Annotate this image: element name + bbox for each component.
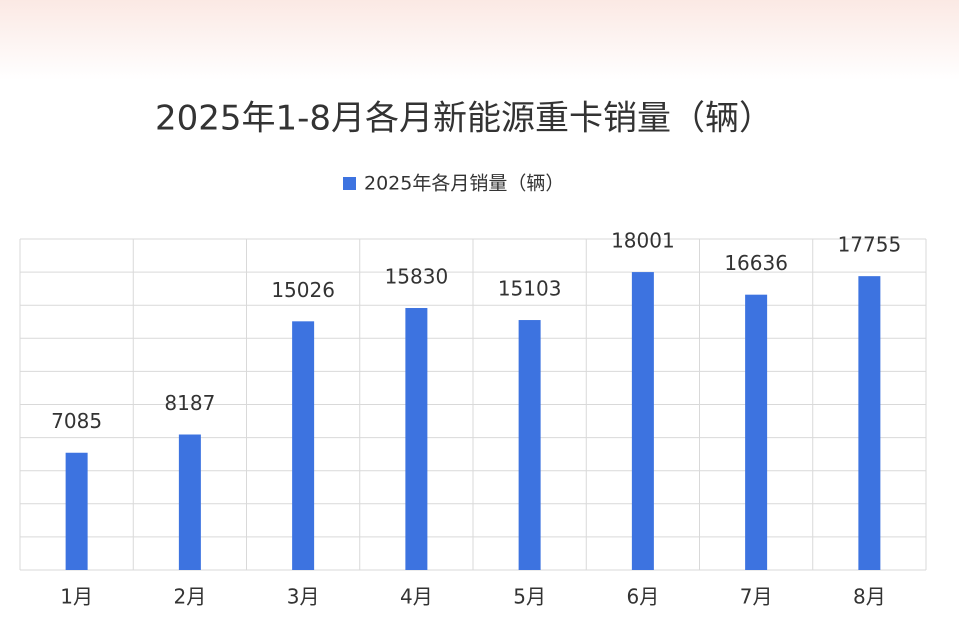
bar — [405, 308, 428, 570]
data-label: 15026 — [271, 278, 335, 302]
data-label: 8187 — [164, 391, 215, 415]
data-label: 17755 — [838, 233, 902, 257]
data-label: 7085 — [51, 409, 102, 433]
data-label: 15830 — [385, 265, 449, 289]
data-label: 18001 — [611, 229, 675, 253]
x-tick-label: 6月 — [627, 585, 660, 609]
x-tick-label: 1月 — [60, 585, 93, 609]
x-tick-label: 2月 — [174, 585, 207, 609]
bar — [178, 434, 201, 570]
bar — [292, 321, 315, 570]
legend-swatch — [343, 177, 356, 190]
bar — [65, 452, 88, 570]
x-tick-label: 3月 — [287, 585, 320, 609]
x-tick-label: 7月 — [740, 585, 773, 609]
x-tick-label: 4月 — [400, 585, 433, 609]
data-label: 15103 — [498, 277, 562, 301]
bar — [518, 320, 541, 570]
bar — [858, 276, 881, 570]
legend-label: 2025年各月销量（辆） — [364, 173, 564, 195]
bar — [745, 294, 768, 570]
bar — [631, 272, 654, 570]
chart-title: 2025年1-8月各月新能源重卡销量（辆） — [155, 99, 773, 139]
data-label: 16636 — [724, 251, 788, 275]
x-tick-label: 8月 — [853, 585, 886, 609]
x-tick-label: 5月 — [513, 585, 546, 609]
